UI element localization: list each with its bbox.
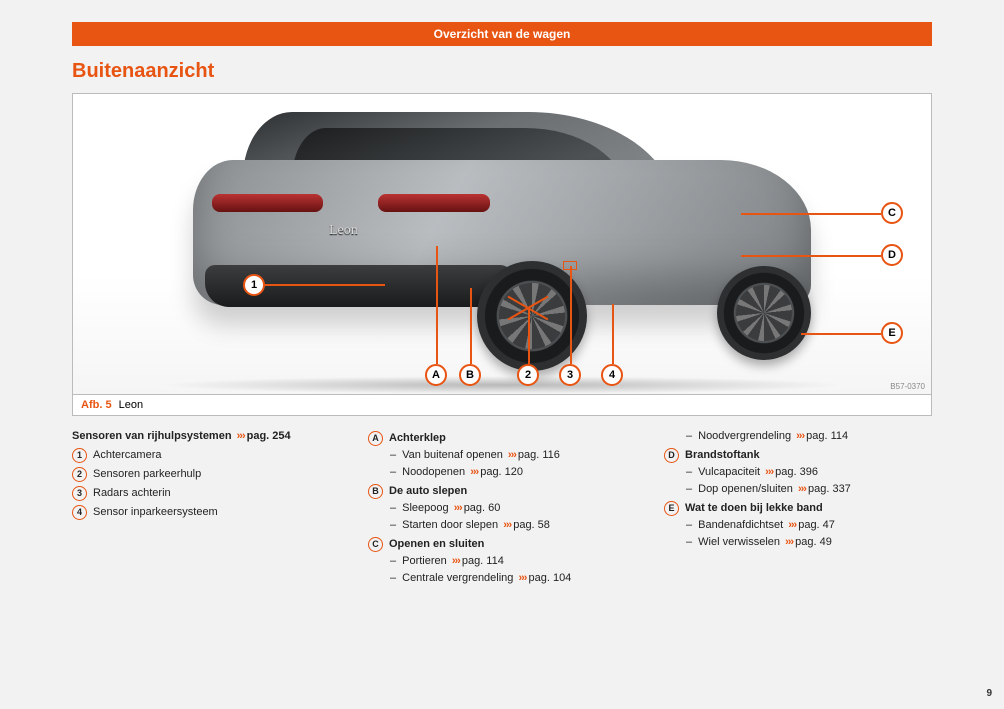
figure-caption: Afb. 5 Leon [73,394,931,415]
marker-circle: 4 [72,505,87,520]
group-heading-D: D Brandstoftank [664,447,932,464]
sub-item: Centrale vergrendeling ›››pag. 104 [368,570,636,587]
marker-circle: E [664,501,679,516]
sub-item: Bandenafdichtset ›››pag. 47 [664,517,932,534]
image-reference-code: B57-0370 [890,382,925,391]
sub-item: Noodvergrendeling ›››pag. 114 [664,428,932,445]
chapter-title: Overzicht van de wagen [434,27,571,41]
ref-arrow-icon: ››› [765,466,773,478]
group-heading-B: B De auto slepen [368,483,636,500]
callout-E: E [881,322,903,344]
sub-item: Dop openen/sluiten ›››pag. 337 [664,481,932,498]
marker-circle: B [368,484,383,499]
content-columns: Sensoren van rijhulpsystemen ›››pag. 254… [72,428,932,587]
callout-B: B [459,364,481,386]
marker-circle: D [664,448,679,463]
ref-arrow-icon: ››› [796,430,804,442]
sub-item: Portieren ›››pag. 114 [368,553,636,570]
ref-arrow-icon: ››› [237,430,245,442]
car-badge: Leon [329,223,358,239]
ref-arrow-icon: ››› [785,536,793,548]
front-wheel [717,266,811,360]
callout-4: 4 [601,364,623,386]
figure-caption-text: Leon [119,399,143,411]
marker-circle: 2 [72,467,87,482]
marker-circle: C [368,537,383,552]
ref-arrow-icon: ››› [452,555,460,567]
sub-item: Sleepoog ›››pag. 60 [368,500,636,517]
column-2: A Achterklep Van buitenaf openen ›››pag.… [368,428,636,587]
list-item: 2 Sensoren parkeerhulp [72,466,340,483]
callout-3: 3 [559,364,581,386]
ref-arrow-icon: ››› [798,483,806,495]
ref-arrow-icon: ››› [454,502,462,514]
sub-item: Starten door slepen ›››pag. 58 [368,517,636,534]
list-item: 4 Sensor inparkeersysteem [72,504,340,521]
ref-arrow-icon: ››› [788,519,796,531]
figure-label: Afb. 5 [81,399,112,411]
ref-arrow-icon: ››› [518,572,526,584]
callout-D: D [881,244,903,266]
callout-1: 1 [243,274,265,296]
column-1: Sensoren van rijhulpsystemen ›››pag. 254… [72,428,340,587]
figure-container: Leon 1 A B 2 3 4 C D [72,93,932,416]
list-item: 3 Radars achterin [72,485,340,502]
sub-item: Noodopenen ›››pag. 120 [368,464,636,481]
page-number: 9 [986,688,992,699]
marker-circle: 1 [72,448,87,463]
car-drawing: Leon [193,112,811,376]
col1-heading: Sensoren van rijhulpsystemen ›››pag. 254 [72,428,340,445]
chapter-header: Overzicht van de wagen [72,22,932,46]
column-3: Noodvergrendeling ›››pag. 114 D Brandsto… [664,428,932,587]
callout-2: 2 [517,364,539,386]
sub-item: Van buitenaf openen ›››pag. 116 [368,447,636,464]
group-heading-C: C Openen en sluiten [368,536,636,553]
group-heading-A: A Achterklep [368,430,636,447]
callout-A: A [425,364,447,386]
vehicle-illustration: Leon 1 A B 2 3 4 C D [73,94,931,394]
sub-item: Wiel verwisselen ›››pag. 49 [664,534,932,551]
section-title: Buitenaanzicht [72,60,1004,83]
callout-C: C [881,202,903,224]
marker-circle: 3 [72,486,87,501]
manual-page: Overzicht van de wagen Buitenaanzicht Le… [0,0,1004,709]
ref-arrow-icon: ››› [503,519,511,531]
marker-circle: A [368,431,383,446]
list-item: 1 Achtercamera [72,447,340,464]
group-heading-E: E Wat te doen bij lekke band [664,500,932,517]
ref-arrow-icon: ››› [470,466,478,478]
sub-item: Vulcapaciteit ›››pag. 396 [664,464,932,481]
ref-arrow-icon: ››› [508,449,516,461]
